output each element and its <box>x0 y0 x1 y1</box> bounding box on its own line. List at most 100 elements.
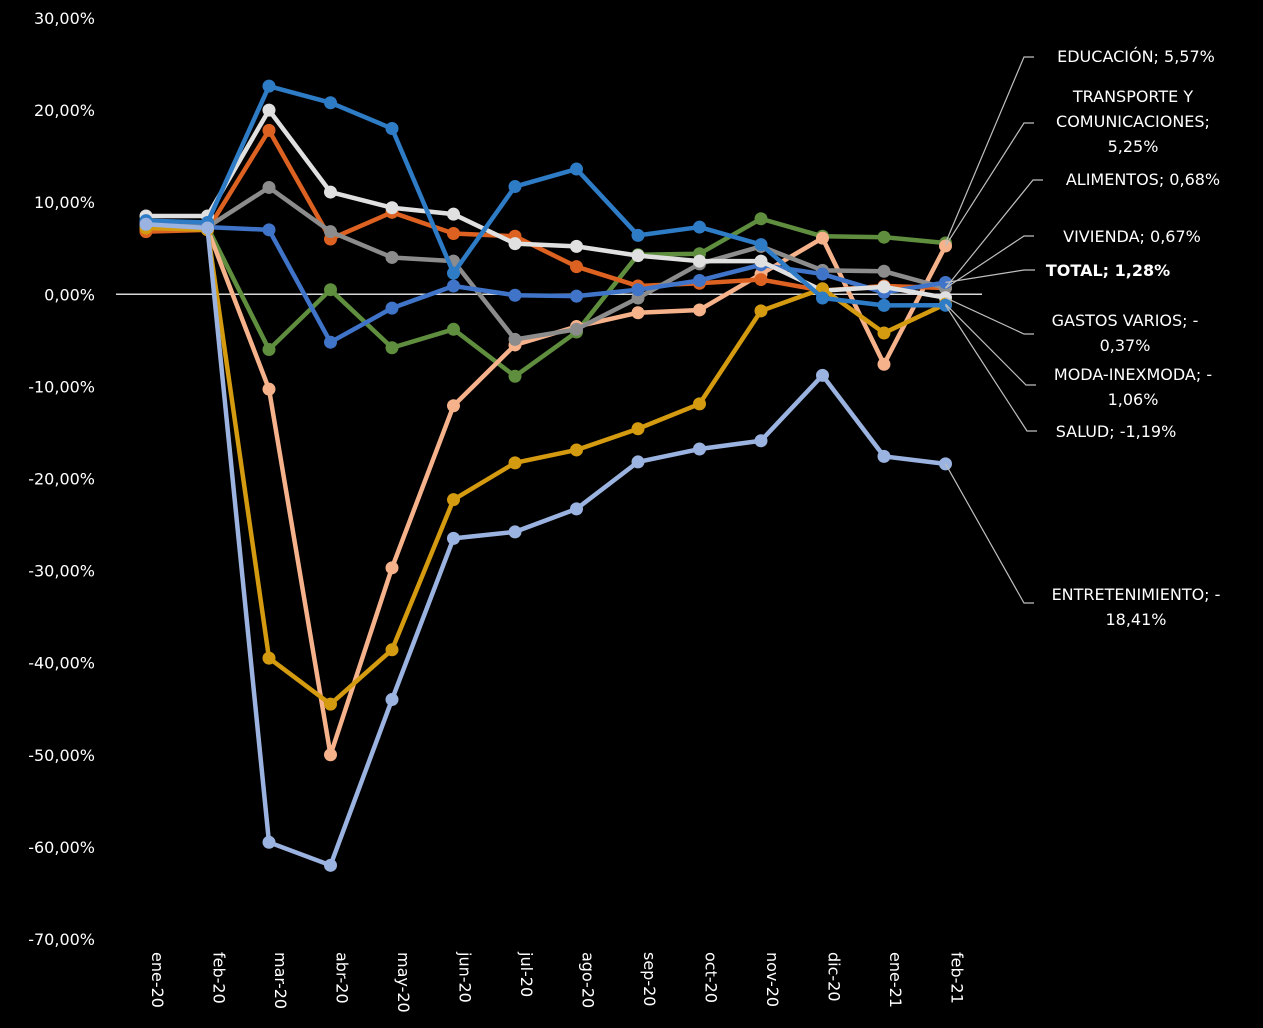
data-point <box>877 449 891 463</box>
data-point <box>324 748 337 762</box>
data-point <box>877 264 891 278</box>
series-label: 18,41% <box>1105 610 1166 629</box>
x-tick-label: may-20 <box>394 952 413 1013</box>
series-line <box>143 107 948 300</box>
data-point <box>385 693 399 707</box>
series-line <box>143 222 948 868</box>
data-point <box>447 266 460 280</box>
data-point <box>631 306 645 320</box>
series-label: SALUD; -1,19% <box>1056 422 1177 441</box>
data-point <box>508 332 522 346</box>
data-point <box>262 103 276 117</box>
data-point <box>385 643 399 657</box>
series-labels: EDUCACIÓN; 5,57% TRANSPORTE Y COMUNICACION… <box>1046 47 1221 629</box>
data-point <box>693 397 706 411</box>
data-point <box>754 238 768 252</box>
x-axis: ene-20 feb-20 mar-20 abr-20 may-20 jun-20 jul-… <box>148 951 967 1013</box>
y-tick-label: 0,00% <box>44 285 95 304</box>
y-tick-label: -70,00% <box>28 930 95 949</box>
y-tick-label: 10,00% <box>34 193 95 212</box>
data-point <box>631 228 645 242</box>
y-tick-label: -10,00% <box>28 377 95 396</box>
x-tick-label: ago-20 <box>579 952 598 1008</box>
y-tick-label: -50,00% <box>28 746 95 765</box>
series-label: COMUNICACIONES; <box>1056 112 1210 131</box>
data-point <box>324 858 337 872</box>
data-point <box>570 443 583 457</box>
series-vivienda <box>139 180 952 346</box>
data-point <box>570 260 583 274</box>
data-point <box>508 237 522 251</box>
y-tick-label: -60,00% <box>28 838 95 857</box>
data-point <box>631 455 645 469</box>
data-point <box>447 227 460 241</box>
series-label: 0,37% <box>1100 336 1151 355</box>
data-point <box>816 282 829 296</box>
x-tick-label: sep-20 <box>640 952 659 1006</box>
data-point <box>262 835 276 849</box>
series-label: 1,06% <box>1108 390 1159 409</box>
label-leader-lines <box>944 56 1043 604</box>
data-point <box>385 561 399 575</box>
series-label: TRANSPORTE Y <box>1072 87 1193 106</box>
data-point <box>447 322 460 336</box>
y-tick-label: -30,00% <box>28 562 95 581</box>
data-point <box>877 230 891 244</box>
y-tick-label: 30,00% <box>34 9 95 28</box>
series-label: EDUCACIÓN; 5,57% <box>1057 47 1215 66</box>
data-point <box>262 343 276 357</box>
data-point <box>139 217 153 231</box>
data-point <box>693 273 706 287</box>
series-layer <box>139 79 952 872</box>
data-point <box>508 180 522 194</box>
data-point <box>816 267 829 281</box>
data-point <box>324 225 337 239</box>
data-point <box>324 697 337 711</box>
y-tick-label: -40,00% <box>28 654 95 673</box>
series-line <box>143 185 948 342</box>
data-point <box>570 502 583 516</box>
series-entretenimiento <box>139 217 952 872</box>
data-point <box>447 279 460 293</box>
data-point <box>262 180 276 194</box>
x-tick-label: jun-20 <box>456 951 475 1003</box>
series-label: 5,25% <box>1108 137 1159 156</box>
data-point <box>693 254 706 268</box>
series-label: GASTOS VARIOS; - <box>1052 311 1199 330</box>
data-point <box>262 123 276 137</box>
x-tick-label: ene-21 <box>886 952 905 1008</box>
data-point <box>570 239 583 253</box>
data-point <box>754 304 768 318</box>
series-line <box>143 226 948 758</box>
leader-line <box>945 235 1034 289</box>
leader-line <box>945 297 1034 335</box>
data-point <box>385 122 399 136</box>
data-point <box>262 223 276 237</box>
data-point <box>262 79 276 93</box>
data-point <box>877 357 891 371</box>
x-tick-label: dic-20 <box>825 952 844 1002</box>
data-point <box>570 289 583 303</box>
x-tick-label: feb-21 <box>948 952 967 1004</box>
data-point <box>877 326 891 340</box>
data-point <box>877 280 891 294</box>
data-point <box>693 303 706 317</box>
data-point <box>693 220 706 234</box>
series-line <box>143 83 948 308</box>
data-point <box>385 250 399 264</box>
series-line <box>143 216 948 379</box>
leader-line <box>945 179 1043 289</box>
series-label: ENTRETENIMIENTO; - <box>1052 585 1221 604</box>
data-point <box>324 185 337 199</box>
data-point <box>262 382 276 396</box>
y-tick-label: -20,00% <box>28 470 95 489</box>
data-point <box>631 249 645 263</box>
y-axis: 30,00% 20,00% 10,00% 0,00% -10,00% -20,00% -30… <box>28 9 95 949</box>
data-point <box>754 434 768 448</box>
data-point <box>385 301 399 315</box>
leader-line <box>944 304 1037 432</box>
data-point <box>201 221 214 235</box>
leader-line <box>945 269 1035 284</box>
data-point <box>508 369 522 383</box>
